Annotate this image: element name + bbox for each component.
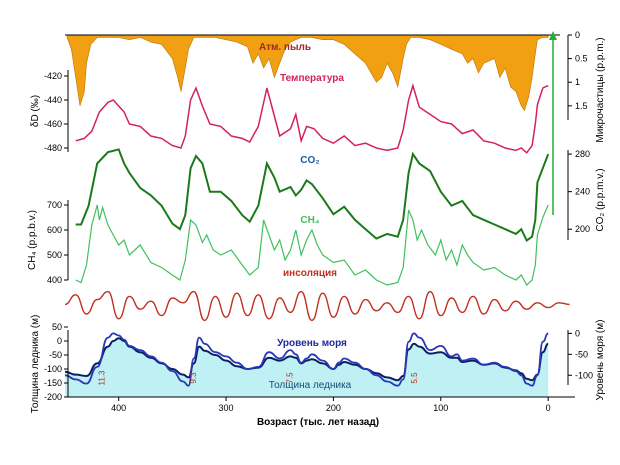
dust-tick-label: 0 (575, 30, 580, 40)
co2-tick-label: 240 (575, 187, 590, 197)
ch4-tick-label: 500 (47, 250, 62, 260)
temperature-series-label: Температура (280, 73, 344, 84)
ice-tick-label: -100 (44, 364, 62, 374)
ice-series-label: Толщина ледника (269, 380, 352, 391)
x-tick-label: 300 (219, 403, 234, 413)
present-marker-arrow (549, 31, 557, 40)
dust-tick-label: 1.5 (575, 101, 588, 111)
x-axis-title: Возраст (тыс. лет назад) (257, 417, 379, 428)
ice-tick-label: 50 (52, 322, 62, 332)
sea-level-axis-title: Уровень моря (м) (595, 320, 606, 401)
temperature-line (75, 82, 549, 154)
dust-area (66, 34, 549, 112)
ch4-tick-label: 700 (47, 200, 62, 210)
ch4-tick-label: 400 (47, 275, 62, 285)
temperature-tick-label: -440 (44, 95, 62, 105)
ice-tick-label: -150 (44, 378, 62, 388)
ice-tick-label: -200 (44, 392, 62, 402)
line-layer (64, 82, 570, 387)
ch4-axis-title: CH₄ (p.p.b.v.) (27, 210, 38, 270)
sea_level-tick-label: -100 (575, 370, 593, 380)
insolation-series-label: инсоляция (283, 268, 337, 279)
sea_level-tick-label: -50 (575, 349, 588, 359)
temperature-tick-label: -480 (44, 143, 62, 153)
tick-layer: -420-440-460-480700600500400500-50-100-1… (44, 30, 593, 413)
co2-tick-label: 280 (575, 149, 590, 159)
sea_level-tick-label: 0 (575, 328, 580, 338)
ice-line (64, 337, 549, 382)
dust-series-label: Атм. пыль (259, 42, 311, 53)
label-layer: Атм. пыль Температура CO₂ CH₄ инсоляция … (27, 37, 606, 428)
event-label: 11.3 (98, 370, 107, 386)
ice-tick-label: 0 (57, 336, 62, 346)
ch4-series-label: CH₄ (300, 215, 319, 226)
dust-tick-label: 1 (575, 77, 580, 87)
temperature-tick-label: -420 (44, 71, 62, 81)
event-label: 9.3 (189, 372, 198, 384)
ch4-tick-label: 600 (47, 225, 62, 235)
sea-level-line (64, 332, 549, 387)
co2-axis-title: CO₂ (p.p.m.v.) (595, 168, 606, 231)
event-label: 5.5 (410, 372, 419, 384)
dust-tick-label: 0.5 (575, 54, 588, 64)
ice-axis-title: Толщина ледника (м) (30, 315, 41, 414)
temperature-axis-title: δD (‰) (30, 95, 41, 127)
x-tick-label: 400 (111, 403, 126, 413)
temperature-tick-label: -460 (44, 119, 62, 129)
ice-tick-label: -50 (49, 350, 62, 360)
co2-series-label: CO₂ (300, 155, 319, 166)
dust-axis-title: Микрочастицы (p.p.m.) (595, 37, 606, 142)
ch4-line (75, 204, 549, 286)
x-tick-label: 100 (433, 403, 448, 413)
co2-line (75, 148, 550, 242)
sea-level-series-label: Уровень моря (277, 338, 347, 349)
x-tick-label: 200 (326, 403, 341, 413)
event-label: 7.5 (286, 372, 295, 384)
x-tick-label: 0 (546, 403, 551, 413)
insolation-line (64, 290, 570, 322)
co2-tick-label: 200 (575, 224, 590, 234)
